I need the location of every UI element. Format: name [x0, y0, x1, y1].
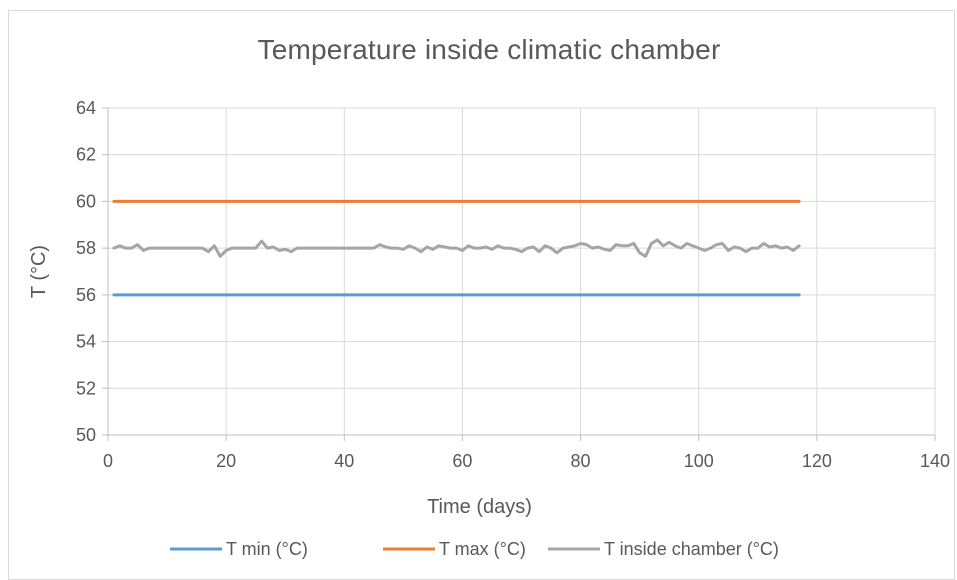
x-tick-label: 20 — [216, 451, 236, 471]
chart-title: Temperature inside climatic chamber — [257, 34, 721, 65]
tick-labels: 0 20 40 60 80 100 120 140 50 52 54 56 58 60 62 64 — [76, 98, 950, 471]
legend: T min (°C) T max (°C) T inside chamber (°C… — [170, 539, 779, 559]
y-tick-label: 58 — [76, 238, 96, 258]
series-line-3 — [112, 238, 801, 258]
legend-label-1: T min (°C) — [226, 539, 308, 559]
legend-label-3: T inside chamber (°C) — [604, 539, 779, 559]
x-tick-label: 80 — [571, 451, 591, 471]
x-tick-label: 0 — [103, 451, 113, 471]
y-tick-label: 54 — [76, 332, 96, 352]
x-tick-label: 140 — [920, 451, 950, 471]
y-tick-label: 64 — [76, 98, 96, 118]
y-axis-title: T (°C) — [28, 245, 50, 298]
x-tick-label: 60 — [452, 451, 472, 471]
x-tick-label: 120 — [802, 451, 832, 471]
x-tick-label: 100 — [684, 451, 714, 471]
data-series — [112, 199, 801, 297]
y-tick-label: 52 — [76, 378, 96, 398]
x-tick-label: 40 — [334, 451, 354, 471]
axes — [102, 107, 936, 441]
grid-lines — [108, 107, 936, 435]
y-tick-label: 50 — [76, 425, 96, 445]
legend-label-2: T max (°C) — [439, 539, 526, 559]
y-tick-label: 60 — [76, 191, 96, 211]
y-tick-label: 62 — [76, 145, 96, 165]
x-axis-title: Time (days) — [427, 496, 532, 518]
y-tick-label: 56 — [76, 285, 96, 305]
